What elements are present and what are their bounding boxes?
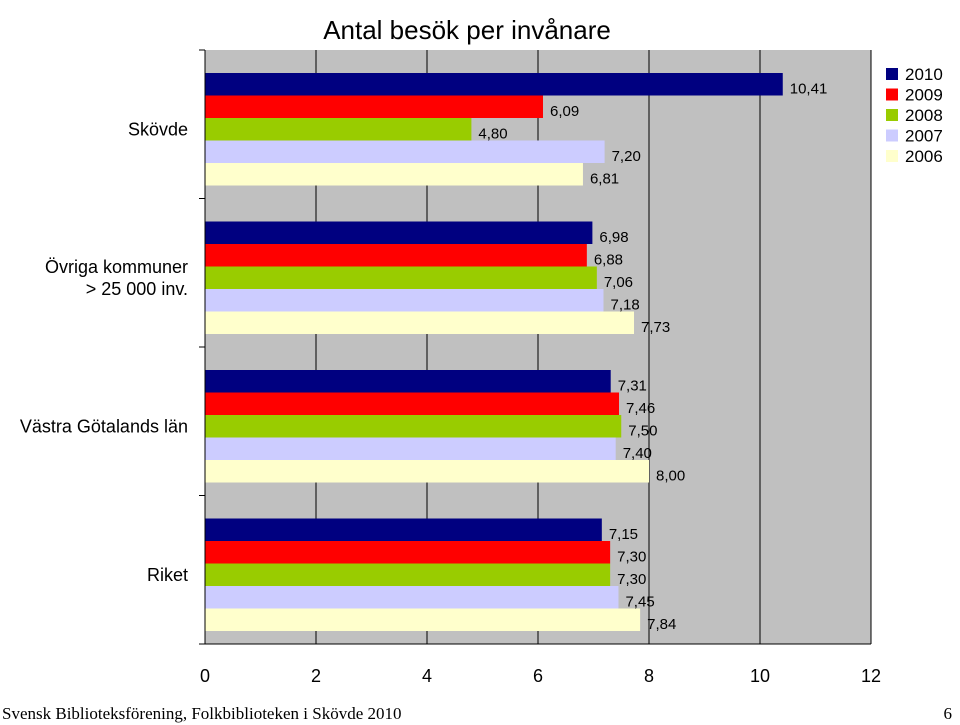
category-label: Västra Götalands län: [20, 416, 188, 436]
x-axis-tick-labels: 0 2 4 6 8 10 12: [200, 666, 881, 686]
value-label: 8,00: [656, 468, 685, 485]
x-tick-label: 4: [422, 666, 432, 686]
bar-2006-2: [205, 460, 649, 483]
bar-2009-0: [205, 95, 543, 118]
value-label: 6,98: [599, 229, 628, 246]
legend-label: 2008: [905, 106, 943, 125]
bar-2008-1: [205, 266, 597, 289]
bar-2008-2: [205, 415, 622, 438]
value-labels: 10,41 6,09 4,80 7,20 6,81 6,98 6,88 7,06 7,187,7…: [478, 81, 827, 634]
bar-2010-3: [205, 518, 602, 541]
x-tick-label: 12: [861, 666, 881, 686]
chart-title: Antal besök per invånare: [323, 15, 611, 45]
page-number: 6: [943, 704, 953, 723]
legend-swatch-2010: [886, 68, 898, 80]
legend-label: 2009: [905, 86, 943, 105]
category-labels: Skövde Övriga kommuner> 25 000 inv. Västra…: [20, 119, 188, 585]
bar-2007-0: [205, 140, 605, 163]
legend-swatch-2009: [886, 88, 898, 101]
category-label: Riket: [147, 565, 188, 585]
value-label: 7,40: [623, 445, 652, 462]
value-label: 10,41: [790, 81, 828, 98]
bar-2007-1: [205, 289, 604, 312]
bar-2007-2: [205, 437, 616, 460]
value-label: 7,06: [604, 274, 633, 291]
value-label: 4,80: [478, 126, 507, 143]
value-label: 7,15: [609, 526, 638, 543]
y-axis-ticks: [199, 49, 205, 645]
bar-2006-0: [205, 163, 583, 186]
value-label: 7,45: [625, 594, 654, 611]
bar-2010-2: [205, 370, 611, 393]
value-label: 7,20: [612, 148, 641, 165]
x-tick-label: 0: [200, 666, 210, 686]
category-label: > 25 000 inv.: [86, 279, 188, 299]
value-label: 7,73: [641, 319, 670, 336]
value-label: 6,09: [550, 103, 579, 120]
value-label: 7,46: [626, 400, 655, 417]
category-label: Övriga kommuner: [45, 257, 188, 277]
legend-swatch-2008: [886, 109, 898, 121]
value-label: 7,30: [617, 549, 646, 566]
legend-label: 2010: [905, 65, 943, 84]
bars: [205, 73, 783, 631]
value-label: 7,18: [610, 297, 639, 314]
bar-2006-1: [205, 311, 635, 334]
bar-2006-3: [205, 608, 641, 631]
legend-swatch-2006: [886, 150, 898, 162]
bar-2010-1: [205, 221, 593, 244]
value-label: 6,81: [590, 171, 619, 188]
bar-2010-0: [205, 73, 783, 96]
legend-label: 2006: [905, 147, 943, 166]
bar-2009-3: [205, 541, 611, 564]
bar-2008-3: [205, 563, 611, 586]
legend-label: 2007: [905, 127, 943, 146]
x-tick-label: 2: [311, 666, 321, 686]
bar-2009-1: [205, 244, 587, 267]
x-tick-label: 8: [644, 666, 654, 686]
category-label: Skövde: [128, 119, 188, 139]
value-label: 7,31: [618, 378, 647, 395]
footer-source: Svensk Biblioteksförening, Folkbibliotek…: [2, 704, 402, 723]
value-label: 6,88: [594, 252, 623, 269]
value-label: 7,84: [647, 616, 676, 633]
legend-swatch-2007: [886, 129, 898, 142]
bar-2008-0: [205, 118, 472, 141]
bar-2009-2: [205, 392, 620, 415]
bar-2007-3: [205, 586, 619, 609]
x-tick-label: 6: [533, 666, 543, 686]
x-tick-label: 10: [750, 666, 770, 686]
value-label: 7,30: [617, 571, 646, 588]
value-label: 7,50: [628, 423, 657, 440]
